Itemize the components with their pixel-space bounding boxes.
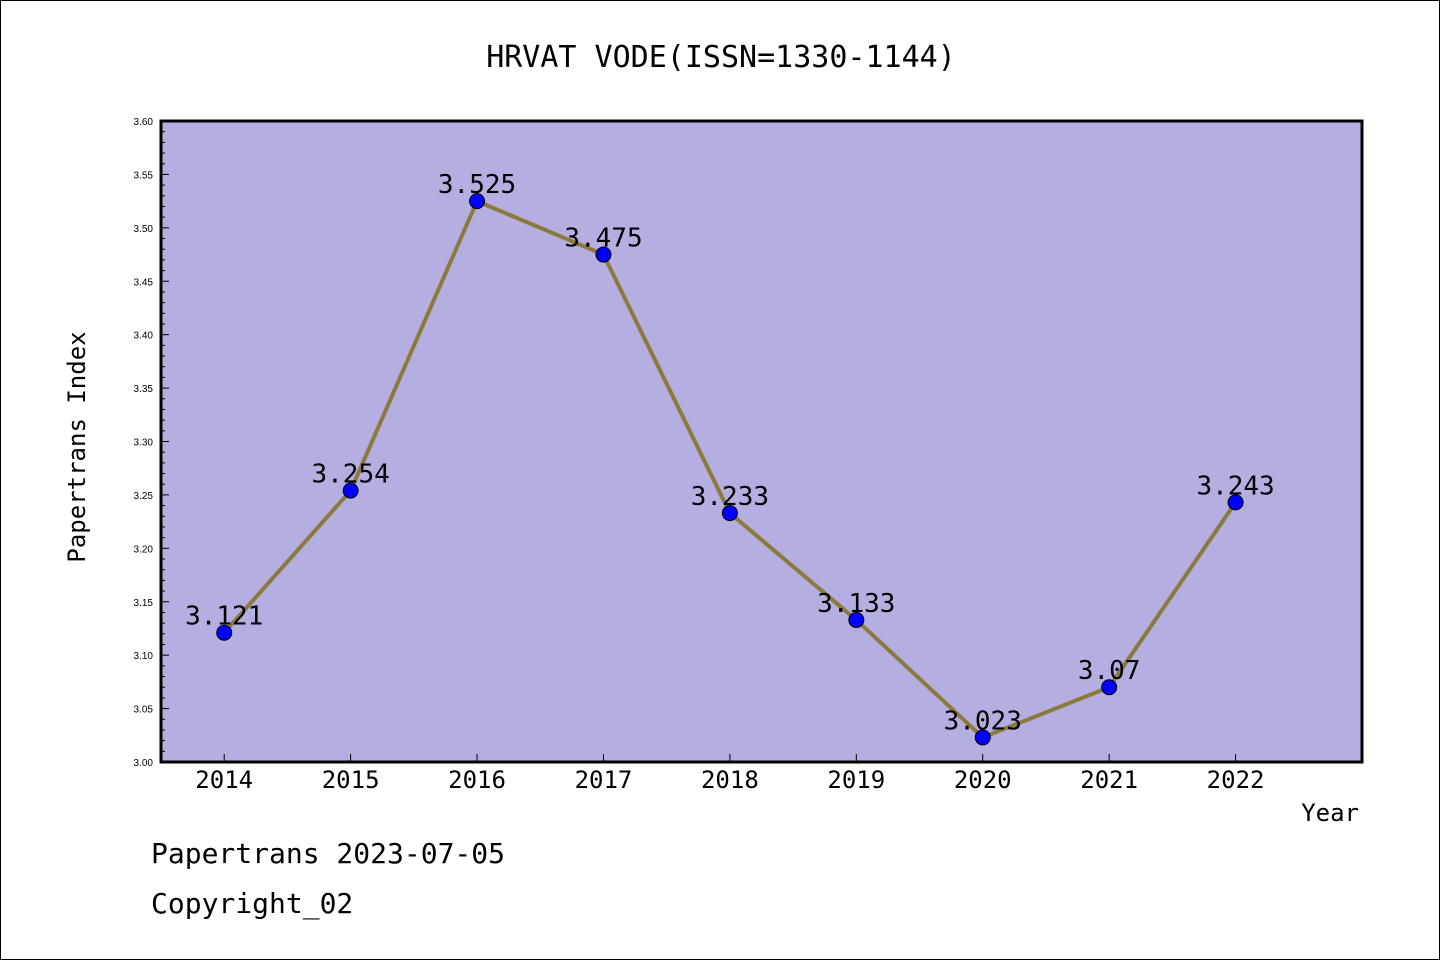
data-label: 3.243	[1196, 471, 1274, 501]
y-tick-label: 3.25	[134, 491, 154, 502]
y-tick-label: 3.40	[134, 331, 154, 342]
y-tick-label: 3.10	[134, 651, 154, 662]
data-point	[974, 729, 991, 746]
x-axis: 2014 2015 2016 2017 2018 2019 2020 2021 2022	[195, 754, 1264, 794]
data-labels: 3.121 3.254 3.525 3.475 3.233 3.133 3.023 3.07 3…	[185, 170, 1275, 736]
x-tick-label: 2018	[701, 766, 759, 794]
data-point	[342, 482, 359, 499]
data-label: 3.07	[1078, 656, 1141, 686]
x-tick-label: 2021	[1080, 766, 1138, 794]
data-point	[1101, 679, 1118, 696]
data-label: 3.121	[185, 602, 263, 632]
data-point	[848, 611, 865, 628]
data-label: 3.475	[564, 224, 642, 254]
y-tick-label: 3.05	[134, 705, 154, 716]
x-tick-label: 2016	[448, 766, 506, 794]
data-point	[595, 246, 612, 263]
footer-copyright: Copyright_02	[151, 887, 354, 920]
data-label: 3.023	[944, 706, 1022, 736]
y-axis-label: Papertrans Index	[63, 331, 91, 562]
x-tick-label: 2020	[954, 766, 1012, 794]
y-tick-label: 3.00	[134, 758, 154, 769]
footer-date: Papertrans 2023-07-05	[151, 837, 506, 870]
series-group	[216, 193, 1244, 746]
x-tick-label: 2022	[1207, 766, 1265, 794]
y-tick-label: 3.45	[134, 277, 154, 288]
data-label: 3.233	[691, 482, 769, 512]
y-axis: 3.00 3.05 3.10 3.15 3.20 3.25 3.30 3.35 3.40 3.45…	[134, 117, 169, 769]
data-point	[216, 624, 233, 641]
data-point	[1227, 494, 1244, 511]
x-tick-label: 2015	[322, 766, 380, 794]
y-tick-label: 3.15	[134, 598, 154, 609]
y-tick-label: 3.30	[134, 438, 154, 449]
data-label: 3.525	[438, 170, 516, 200]
x-tick-label: 2017	[575, 766, 633, 794]
data-point	[721, 505, 738, 522]
chart-title: HRVAT VODE(ISSN=1330-1144)	[486, 40, 956, 75]
data-label: 3.254	[311, 460, 389, 490]
data-point	[469, 193, 486, 210]
y-tick-label: 3.20	[134, 544, 154, 555]
x-axis-label: Year	[1301, 799, 1359, 827]
data-label: 3.133	[817, 589, 895, 619]
y-tick-label: 3.35	[134, 384, 154, 395]
x-tick-label: 2019	[827, 766, 885, 794]
y-tick-label: 3.60	[134, 117, 154, 128]
x-tick-label: 2014	[195, 766, 253, 794]
y-tick-label: 3.50	[134, 224, 154, 235]
y-tick-label: 3.55	[134, 170, 154, 181]
plot-area	[159, 119, 1364, 764]
